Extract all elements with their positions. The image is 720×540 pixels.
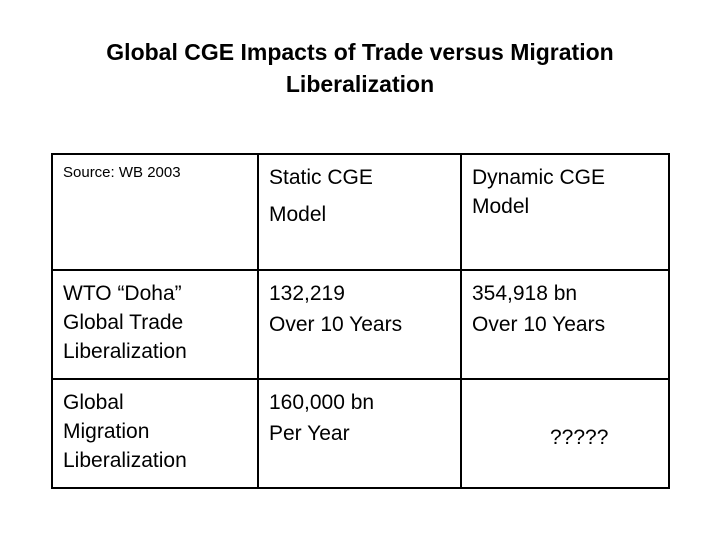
row-label-cell: WTO “Doha” Global Trade Liberalization: [51, 269, 259, 380]
row-label-line: Global: [63, 391, 124, 414]
dynamic-cge-header: Dynamic CGE Model: [460, 153, 670, 271]
dynamic-header-line-1: Dynamic CGE: [472, 166, 606, 189]
row-label-line: Migration: [63, 420, 150, 443]
table-row: WTO “Doha” Global Trade Liberalization 1…: [51, 269, 670, 380]
static-value-cell: 132,219 Over 10 Years: [257, 269, 462, 380]
static-header-line-2: Model: [269, 203, 327, 226]
dynamic-value-cell: ?????: [460, 378, 670, 489]
static-value-cell: 160,000 bn Per Year: [257, 378, 462, 489]
dynamic-value-cell: 354,918 bn Over 10 Years: [460, 269, 670, 380]
static-period: Per Year: [269, 422, 350, 445]
static-value: 132,219: [269, 282, 345, 305]
dynamic-header-line-2: Model: [472, 195, 530, 218]
source-cell: Source: WB 2003: [51, 153, 259, 271]
unknown-value: ?????: [550, 426, 609, 449]
row-label-line: Global Trade: [63, 311, 184, 334]
static-cge-header: Static CGE Model: [257, 153, 462, 271]
row-label-line: WTO “Doha”: [63, 282, 182, 305]
slide-title: Global CGE Impacts of Trade versus Migra…: [40, 36, 680, 100]
table-row: Global Migration Liberalization 160,000 …: [51, 378, 670, 489]
dynamic-value: 354,918 bn: [472, 282, 578, 305]
static-period: Over 10 Years: [269, 313, 403, 336]
table-header-row: Source: WB 2003 Static CGE Model Dynamic…: [51, 153, 670, 271]
source-label: Source: WB 2003: [63, 164, 181, 181]
row-label-cell: Global Migration Liberalization: [51, 378, 259, 489]
dynamic-period: Over 10 Years: [472, 313, 606, 336]
impact-table: Source: WB 2003 Static CGE Model Dynamic…: [51, 153, 670, 489]
static-value: 160,000 bn: [269, 391, 375, 414]
row-label-line: Liberalization: [63, 449, 187, 472]
row-label-line: Liberalization: [63, 340, 187, 363]
slide-title-line-2: Liberalization: [285, 71, 435, 97]
static-header-line-1: Static CGE: [269, 166, 373, 189]
slide-title-line-1: Global CGE Impacts of Trade versus Migra…: [106, 39, 614, 65]
